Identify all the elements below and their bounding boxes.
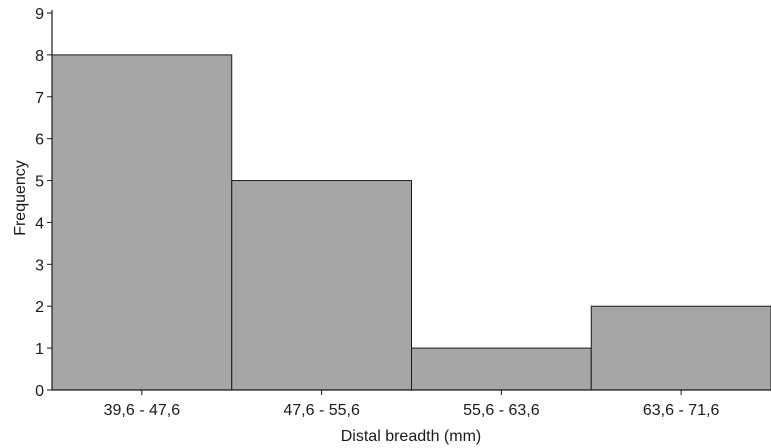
y-axis-label: Frequency <box>12 160 29 236</box>
x-tick-label: 55,6 - 63,6 <box>463 402 540 419</box>
y-tick-label: 5 <box>35 174 44 191</box>
x-axis-label: Distal breadth (mm) <box>341 428 481 445</box>
x-tick-label: 47,6 - 55,6 <box>283 402 360 419</box>
y-axis-ticks: 0 1 2 3 4 5 6 7 8 9 <box>35 6 52 400</box>
x-axis-ticks: 39,6 - 47,6 47,6 - 55,6 55,6 - 63,6 63,6 - … <box>104 390 720 419</box>
bar-2 <box>231 180 412 391</box>
bar-1 <box>51 54 233 391</box>
bar-3 <box>411 347 592 391</box>
y-tick-label: 7 <box>35 90 44 107</box>
x-tick-label: 63,6 - 71,6 <box>643 402 720 419</box>
y-tick-label: 9 <box>35 6 44 23</box>
y-tick-label: 0 <box>35 383 44 400</box>
y-tick-label: 6 <box>35 132 44 149</box>
y-tick-label: 2 <box>35 299 44 316</box>
x-tick-label: 39,6 - 47,6 <box>104 402 181 419</box>
y-tick-label: 3 <box>35 257 44 274</box>
y-tick-label: 1 <box>35 341 44 358</box>
y-tick-label: 4 <box>35 215 44 232</box>
bars-group <box>51 54 771 391</box>
y-tick-label: 8 <box>35 48 44 65</box>
bar-4 <box>590 305 771 391</box>
